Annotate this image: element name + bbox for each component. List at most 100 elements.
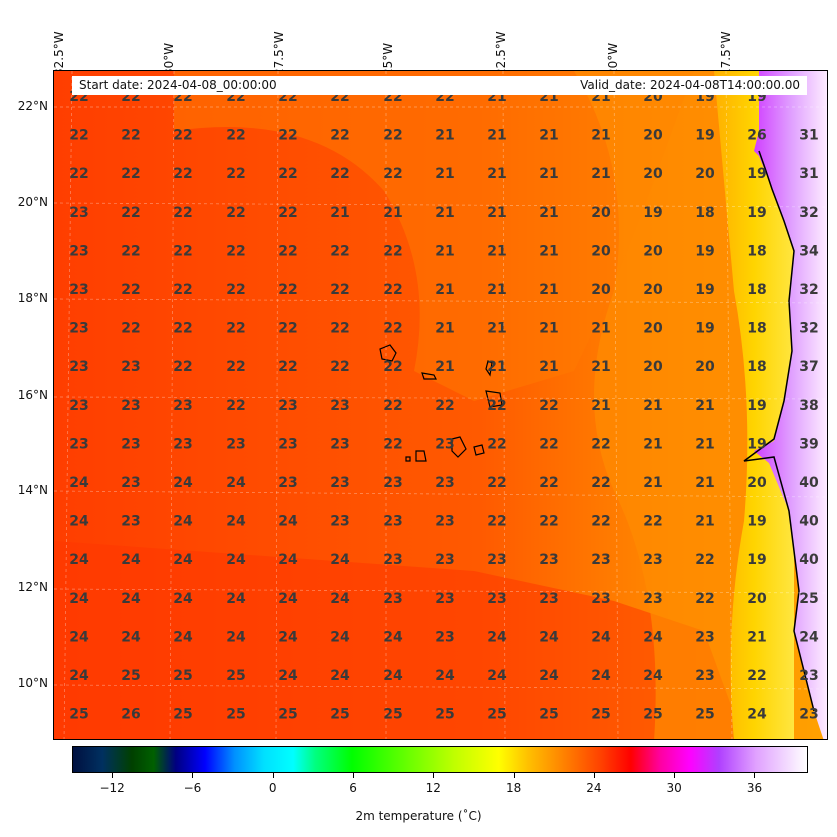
temperature-value: 24 bbox=[173, 514, 193, 530]
temperature-value: 22 bbox=[226, 166, 245, 182]
temperature-value: 21 bbox=[539, 166, 558, 182]
temperature-value: 23 bbox=[539, 552, 558, 568]
temperature-value: 19 bbox=[747, 552, 766, 568]
temperature-value: 31 bbox=[799, 166, 818, 182]
temperature-value: 24 bbox=[330, 552, 350, 568]
temperature-value: 23 bbox=[539, 591, 558, 607]
temperature-value: 20 bbox=[643, 321, 663, 337]
temperature-value: 22 bbox=[121, 282, 140, 298]
temperature-value: 22 bbox=[226, 243, 245, 259]
temperature-value: 20 bbox=[591, 205, 611, 221]
cape-verde-islands bbox=[379, 344, 503, 462]
temperature-value: 38 bbox=[799, 398, 818, 414]
temperature-value: 23 bbox=[330, 475, 349, 491]
temperature-value: 21 bbox=[487, 128, 506, 144]
temperature-value: 21 bbox=[487, 166, 506, 182]
colorbar-tick bbox=[112, 773, 114, 778]
temperature-value: 23 bbox=[435, 436, 454, 452]
colorbar-tick bbox=[272, 773, 274, 778]
temperature-value: 24 bbox=[799, 629, 819, 645]
temperature-value: 20 bbox=[695, 359, 715, 375]
temperature-value: 23 bbox=[173, 398, 192, 414]
temperature-value: 24 bbox=[747, 707, 767, 723]
temperature-value: 24 bbox=[226, 629, 246, 645]
latitude-label: 22°N bbox=[17, 99, 48, 113]
temperature-value: 25 bbox=[383, 707, 402, 723]
temperature-value: 22 bbox=[278, 282, 297, 298]
temperature-value: 32 bbox=[799, 205, 818, 221]
temperature-value: 22 bbox=[539, 398, 558, 414]
temperature-value: 23 bbox=[69, 205, 88, 221]
temperature-value: 24 bbox=[69, 552, 89, 568]
temperature-value: 22 bbox=[487, 398, 506, 414]
temperature-value: 24 bbox=[226, 514, 246, 530]
temperature-value: 19 bbox=[695, 321, 714, 337]
temperature-value: 24 bbox=[643, 668, 663, 684]
temperature-value: 25 bbox=[799, 591, 818, 607]
temperature-value: 18 bbox=[747, 321, 766, 337]
temperature-value: 21 bbox=[435, 321, 454, 337]
temperature-value: 24 bbox=[226, 552, 246, 568]
temperature-value: 22 bbox=[121, 166, 140, 182]
start-date: Start date: 2024-04-08_00:00:00 bbox=[79, 78, 277, 92]
temperature-value: 24 bbox=[69, 514, 89, 530]
temperature-value: 20 bbox=[643, 359, 663, 375]
temperature-value: 24 bbox=[69, 668, 89, 684]
temperature-value: 20 bbox=[747, 591, 767, 607]
temperature-value: 22 bbox=[226, 282, 245, 298]
temperature-value: 22 bbox=[695, 591, 714, 607]
temperature-value: 34 bbox=[799, 243, 819, 259]
temperature-value: 21 bbox=[435, 166, 454, 182]
temperature-value: 18 bbox=[747, 359, 766, 375]
temperature-value: 22 bbox=[383, 321, 402, 337]
coastal-yellow-band bbox=[714, 71, 794, 739]
temperature-value: 22 bbox=[487, 514, 506, 530]
temperature-value: 23 bbox=[330, 514, 349, 530]
colorbar-tick bbox=[754, 773, 756, 778]
temperature-value: 22 bbox=[747, 668, 766, 684]
temperature-value: 21 bbox=[591, 166, 610, 182]
temperature-value: 23 bbox=[278, 436, 297, 452]
colorbar-tick-label: 36 bbox=[746, 781, 763, 795]
temperature-value: 24 bbox=[121, 629, 141, 645]
temperature-value: 21 bbox=[539, 128, 558, 144]
temperature-value: 24 bbox=[383, 629, 403, 645]
temperature-value: 21 bbox=[695, 475, 714, 491]
colorbar-gradient bbox=[73, 747, 807, 772]
temperature-value: 19 bbox=[747, 398, 766, 414]
colorbar-tick bbox=[513, 773, 515, 778]
temperature-value: 22 bbox=[121, 243, 140, 259]
temperature-value: 25 bbox=[330, 707, 349, 723]
temperature-value: 25 bbox=[487, 707, 506, 723]
temperature-value: 39 bbox=[799, 436, 818, 452]
temperature-value: 22 bbox=[330, 243, 349, 259]
temperature-value: 24 bbox=[487, 668, 507, 684]
temperature-value: 23 bbox=[330, 398, 349, 414]
temperature-value: 22 bbox=[383, 282, 402, 298]
temperature-value: 22 bbox=[435, 398, 454, 414]
temperature-value: 22 bbox=[591, 514, 610, 530]
temperature-value-labels: 22 22 22 22 22 22 22 22 21 21 21 20 19 19 22 22 22 22 22 22… bbox=[69, 89, 819, 723]
temperature-value: 21 bbox=[539, 359, 558, 375]
temperature-value: 24 bbox=[173, 552, 193, 568]
temperature-map[interactable]: 22 22 22 22 22 22 22 22 21 21 21 20 19 19 22 22 22 22 22 22… bbox=[53, 70, 828, 740]
temperature-value: 21 bbox=[487, 321, 506, 337]
temperature-value: 20 bbox=[591, 282, 611, 298]
temperature-value: 24 bbox=[591, 668, 611, 684]
temperature-value: 26 bbox=[747, 128, 766, 144]
temperature-value: 22 bbox=[278, 205, 297, 221]
temperature-value: 22 bbox=[539, 514, 558, 530]
temperature-value: 23 bbox=[121, 514, 140, 530]
temperature-value: 23 bbox=[383, 552, 402, 568]
temperature-value: 22 bbox=[173, 321, 192, 337]
temperature-value: 21 bbox=[435, 205, 454, 221]
temperature-value: 23 bbox=[278, 475, 297, 491]
temperature-value: 25 bbox=[539, 707, 558, 723]
temperature-value: 23 bbox=[799, 668, 818, 684]
temperature-value: 22 bbox=[278, 359, 297, 375]
temperature-value: 23 bbox=[383, 514, 402, 530]
temperature-value: 26 bbox=[121, 707, 140, 723]
temperature-value: 23 bbox=[695, 629, 714, 645]
temperature-value: 21 bbox=[539, 282, 558, 298]
temperature-value: 24 bbox=[226, 591, 246, 607]
